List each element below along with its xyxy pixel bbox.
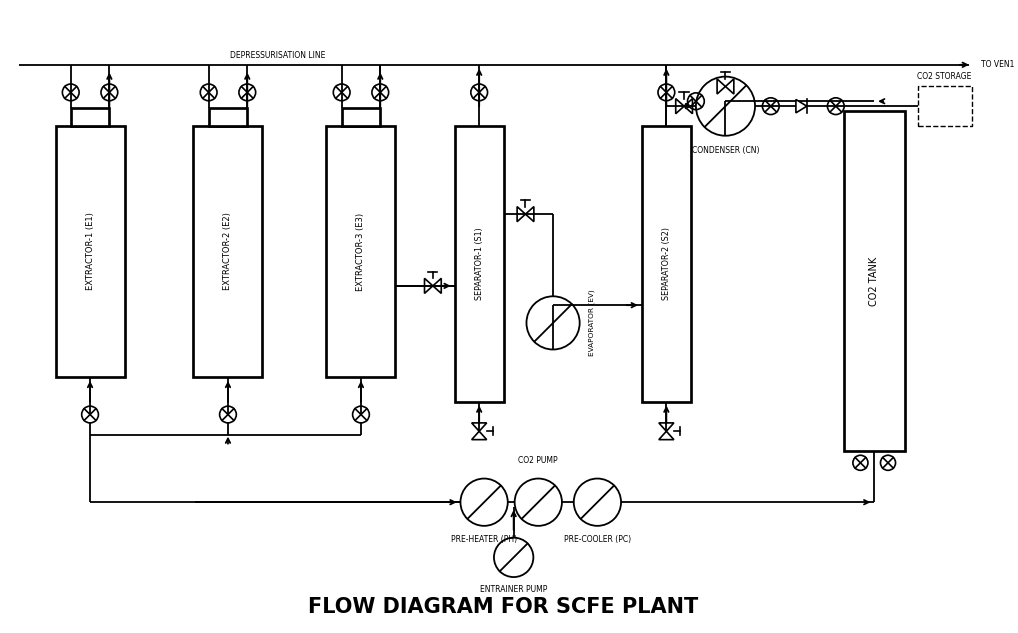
Text: CO2 PUMP: CO2 PUMP	[518, 456, 558, 465]
Text: DEPRESSURISATION LINE: DEPRESSURISATION LINE	[229, 51, 325, 60]
Text: PRE-COOLER (PC): PRE-COOLER (PC)	[564, 535, 631, 544]
Bar	[455, 126, 504, 402]
Text: FLOW DIAGRAM FOR SCFE PLANT: FLOW DIAGRAM FOR SCFE PLANT	[307, 597, 698, 617]
Text: EXTRACTOR-2 (E2): EXTRACTOR-2 (E2)	[224, 213, 232, 291]
Text: PRE-HEATER (PH): PRE-HEATER (PH)	[451, 535, 517, 544]
Text: SEPARATOR-2 (S2): SEPARATOR-2 (S2)	[662, 227, 671, 300]
Bar	[917, 87, 972, 126]
Bar	[327, 126, 395, 377]
Text: TO VEN1: TO VEN1	[980, 60, 1014, 69]
Bar	[71, 108, 109, 126]
Text: EXTRACTOR-3 (E3): EXTRACTOR-3 (E3)	[356, 213, 365, 291]
Text: ENTRAINER PUMP: ENTRAINER PUMP	[479, 586, 548, 594]
Bar	[844, 111, 905, 451]
Bar	[641, 126, 691, 402]
Text: EXTRACTOR-1 (E1): EXTRACTOR-1 (E1)	[86, 213, 95, 291]
Text: EVAPORATOR (EV): EVAPORATOR (EV)	[588, 289, 595, 356]
Polygon shape	[796, 99, 807, 113]
Text: CO2 TANK: CO2 TANK	[869, 256, 880, 306]
Text: SEPARATOR-1 (S1): SEPARATOR-1 (S1)	[474, 227, 484, 300]
Text: CO2 STORAGE: CO2 STORAGE	[917, 72, 972, 81]
Bar	[193, 126, 263, 377]
Bar	[56, 126, 124, 377]
Bar	[209, 108, 247, 126]
Text: CONDENSER (CN): CONDENSER (CN)	[691, 146, 759, 155]
Bar	[342, 108, 380, 126]
